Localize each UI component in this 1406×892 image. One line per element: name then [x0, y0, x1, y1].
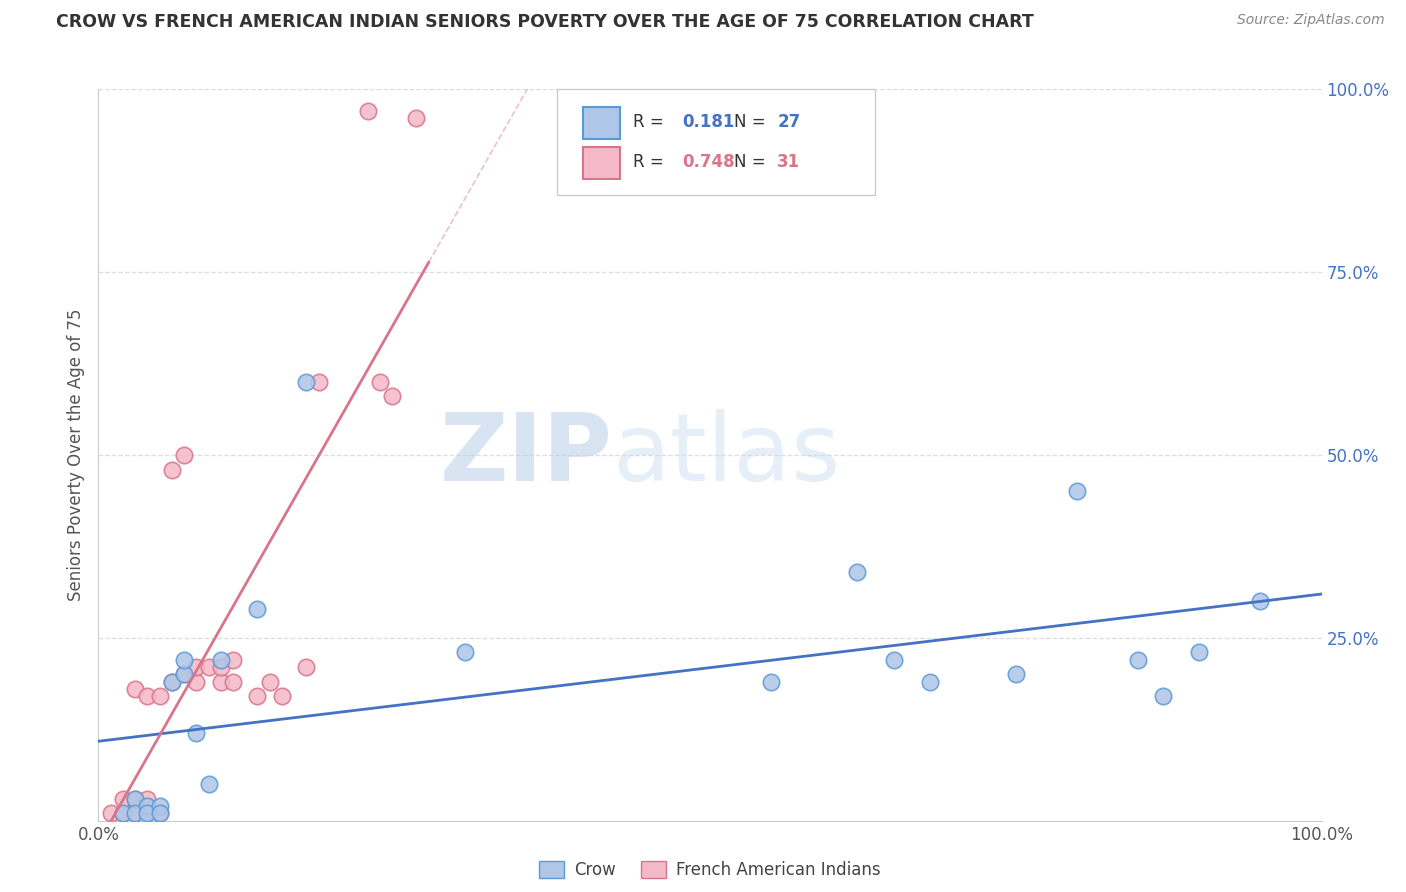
Point: [295, 375, 318, 389]
Point: [111, 806, 134, 821]
Point: [124, 806, 146, 821]
Point: [405, 112, 427, 126]
Point: [160, 462, 183, 476]
FancyBboxPatch shape: [557, 89, 875, 195]
Text: CROW VS FRENCH AMERICAN INDIAN SENIORS POVERTY OVER THE AGE OF 75 CORRELATION CH: CROW VS FRENCH AMERICAN INDIAN SENIORS P…: [56, 13, 1033, 31]
Point: [845, 565, 868, 579]
Point: [270, 690, 294, 704]
Y-axis label: Seniors Poverty Over the Age of 75: Seniors Poverty Over the Age of 75: [66, 309, 84, 601]
Point: [1188, 645, 1211, 659]
Point: [1066, 484, 1088, 499]
Point: [186, 674, 208, 689]
Point: [454, 645, 477, 659]
Point: [136, 806, 159, 821]
Point: [356, 104, 378, 119]
Point: [197, 660, 219, 674]
Point: [381, 389, 404, 403]
Point: [111, 791, 134, 805]
Point: [222, 674, 245, 689]
Point: [173, 667, 195, 681]
Point: [209, 653, 232, 667]
Text: 0.748: 0.748: [682, 153, 734, 171]
Point: [124, 806, 146, 821]
Text: N =: N =: [734, 113, 772, 131]
Point: [136, 799, 159, 814]
Point: [149, 690, 172, 704]
Point: [761, 674, 783, 689]
Text: R =: R =: [633, 153, 669, 171]
Point: [136, 690, 159, 704]
Point: [209, 674, 232, 689]
Text: Source: ZipAtlas.com: Source: ZipAtlas.com: [1237, 13, 1385, 28]
Point: [1004, 667, 1026, 681]
Point: [149, 806, 172, 821]
Point: [197, 777, 219, 791]
Point: [173, 653, 195, 667]
Point: [136, 814, 159, 828]
Point: [111, 806, 134, 821]
Text: 0.181: 0.181: [682, 113, 734, 131]
Point: [186, 660, 208, 674]
Point: [883, 653, 905, 667]
Point: [246, 601, 269, 615]
Point: [295, 660, 318, 674]
Text: 31: 31: [778, 153, 800, 171]
Point: [1249, 594, 1271, 608]
Point: [124, 791, 146, 805]
Point: [124, 791, 146, 805]
Text: 27: 27: [778, 113, 800, 131]
Point: [160, 674, 183, 689]
Point: [136, 806, 159, 821]
Point: [186, 726, 208, 740]
Point: [149, 806, 172, 821]
Point: [246, 690, 269, 704]
Point: [1128, 653, 1150, 667]
Text: ZIP: ZIP: [439, 409, 612, 501]
Point: [124, 681, 146, 696]
Point: [920, 674, 942, 689]
Point: [173, 448, 195, 462]
FancyBboxPatch shape: [583, 107, 620, 139]
Point: [222, 653, 245, 667]
Point: [259, 674, 281, 689]
Point: [368, 375, 391, 389]
Point: [308, 375, 330, 389]
Point: [149, 799, 172, 814]
Point: [136, 791, 159, 805]
Text: atlas: atlas: [612, 409, 841, 501]
Point: [1152, 690, 1174, 704]
Text: R =: R =: [633, 113, 669, 131]
Point: [100, 806, 122, 821]
Point: [160, 674, 183, 689]
FancyBboxPatch shape: [583, 147, 620, 179]
Point: [209, 660, 232, 674]
Text: N =: N =: [734, 153, 772, 171]
Point: [173, 667, 195, 681]
Legend: Crow, French American Indians: Crow, French American Indians: [533, 854, 887, 886]
